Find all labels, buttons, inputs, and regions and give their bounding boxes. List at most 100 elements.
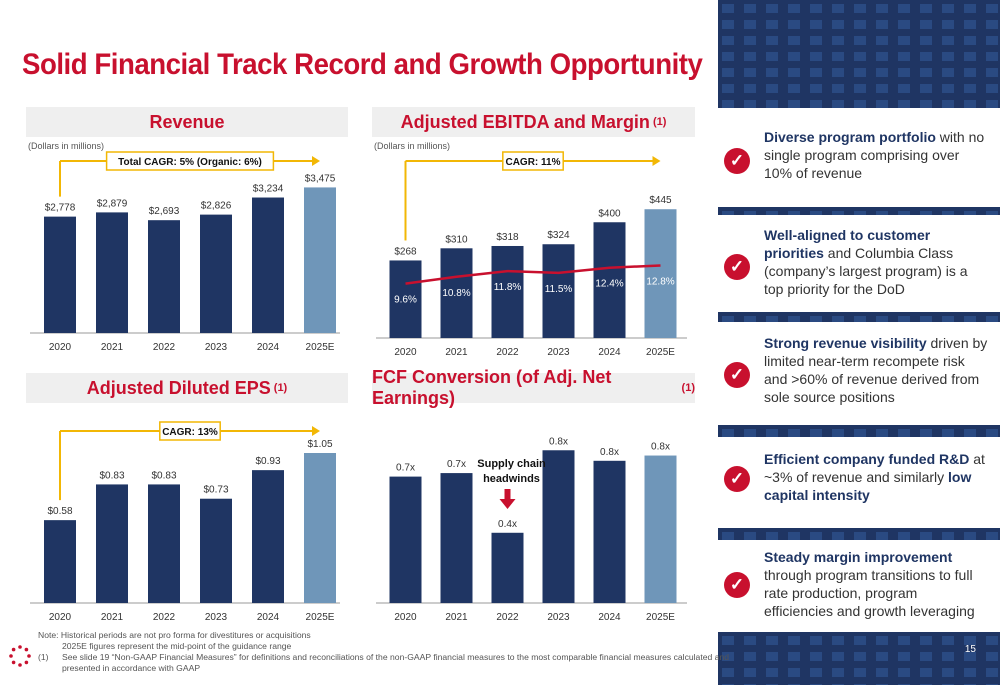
skyline-window — [986, 68, 998, 77]
bar-label: $0.83 — [99, 470, 124, 481]
skyline-window — [964, 668, 976, 677]
down-arrow-icon — [499, 499, 516, 509]
x-tick-label: 2022 — [153, 612, 176, 623]
checkmark-icon: ✓ — [724, 466, 750, 492]
skyline-window — [722, 316, 734, 322]
skyline-window — [766, 316, 778, 322]
skyline-window — [920, 100, 932, 108]
bullet-margin: ✓ Steady margin improvement through prog… — [718, 542, 1000, 630]
skyline-window — [942, 20, 954, 29]
footnotes: Note: Historical periods are not pro for… — [38, 630, 729, 674]
skyline-window — [876, 211, 888, 215]
skyline-window — [898, 84, 910, 93]
skyline-window — [832, 36, 844, 45]
skyline-window — [920, 668, 932, 677]
page-title: Solid Financial Track Record and Growth … — [22, 48, 703, 81]
checkmark-icon: ✓ — [724, 572, 750, 598]
note-line-4: presented in accordance with GAAP — [62, 663, 201, 673]
ebitda-heading: Adjusted EBITDA and Margin (1) — [372, 107, 695, 137]
skyline-window — [986, 211, 998, 215]
bar-2022 — [491, 245, 524, 338]
skyline-window — [744, 668, 756, 677]
skyline-window — [876, 636, 888, 645]
bar-2024 — [252, 470, 284, 603]
skyline-window — [722, 429, 734, 437]
skyline-window — [832, 52, 844, 61]
skyline-window — [920, 20, 932, 29]
skyline-window — [854, 316, 866, 322]
skyline-window — [854, 36, 866, 45]
skyline-window — [920, 532, 932, 540]
revenue-heading-text: Revenue — [149, 111, 225, 132]
divider-band-2 — [718, 312, 1000, 322]
x-tick-label: 2023 — [547, 347, 570, 358]
checkmark-icon: ✓ — [724, 362, 750, 388]
skyline-window — [744, 636, 756, 645]
bar-label: 0.8x — [549, 436, 568, 447]
x-tick-label: 2022 — [496, 347, 519, 358]
skyline-window — [964, 84, 976, 93]
skyline-window — [832, 532, 844, 540]
eps-chart: $0.58 2020 $0.83 2021 $0.83 2022 $0.73 2023 $0.9… — [30, 421, 340, 623]
bar-label: $0.58 — [47, 506, 72, 517]
skyline-window — [920, 68, 932, 77]
cagr-box — [159, 421, 221, 441]
x-tick-label: 2025E — [306, 612, 335, 623]
cagr-arrowhead — [652, 156, 661, 166]
fcf-footnote-ref: (1) — [681, 382, 695, 394]
skyline-window — [986, 532, 998, 540]
bar-2020 — [389, 476, 422, 603]
x-tick-label: 2024 — [598, 347, 621, 358]
skyline-window — [766, 636, 778, 645]
skyline-window — [876, 84, 888, 93]
x-tick-label: 2022 — [153, 342, 176, 353]
skyline-window — [942, 68, 954, 77]
skyline-window — [766, 532, 778, 540]
skyline-window — [898, 52, 910, 61]
skyline-window — [788, 100, 800, 108]
skyline-window — [744, 68, 756, 77]
x-tick-label: 2022 — [496, 612, 519, 623]
skyline-window — [788, 84, 800, 93]
skyline-window — [766, 652, 778, 661]
ebitda-footnote-ref: (1) — [652, 116, 667, 128]
skyline-window — [722, 68, 734, 77]
checkmark-icon: ✓ — [724, 148, 750, 174]
bar-label: $2,826 — [201, 201, 232, 212]
skyline-window — [854, 532, 866, 540]
skyline-window — [744, 652, 756, 661]
skyline-window — [986, 429, 998, 437]
skyline-window — [722, 652, 734, 661]
x-tick-label: 2024 — [257, 612, 280, 623]
skyline-window — [942, 211, 954, 215]
x-tick-label: 2021 — [445, 347, 468, 358]
x-tick-label: 2023 — [205, 342, 228, 353]
skyline-window — [898, 4, 910, 13]
bullet-visibility: ✓ Strong revenue visibility driven by li… — [718, 324, 1000, 422]
bullet-bold: Steady margin improvement — [764, 549, 953, 565]
skyline-window — [788, 652, 800, 661]
skyline-window — [942, 36, 954, 45]
bar-2022 — [148, 484, 180, 603]
skyline-window — [854, 668, 866, 677]
x-tick-label: 2020 — [394, 612, 417, 623]
skyline-window — [722, 36, 734, 45]
skyline-window — [766, 668, 778, 677]
bullet-bold-2: low capital intensity — [764, 469, 972, 503]
bullet-text: and Columbia Class (company’s largest pr… — [764, 245, 968, 297]
skyline-window — [964, 316, 976, 322]
x-tick-label: 2021 — [101, 342, 124, 353]
note-line-1: Note: Historical periods are not pro for… — [38, 630, 311, 640]
bar-label: $0.93 — [255, 456, 280, 467]
skyline-window — [722, 636, 734, 645]
skyline-window — [898, 668, 910, 677]
skyline-window — [810, 100, 822, 108]
skyline-window — [788, 211, 800, 215]
skyline-window — [832, 316, 844, 322]
skyline-window — [854, 52, 866, 61]
skyline-window — [898, 20, 910, 29]
divider-band-1 — [718, 207, 1000, 215]
cagr-label: CAGR: 13% — [162, 427, 218, 438]
skyline-window — [832, 100, 844, 108]
skyline-window — [876, 68, 888, 77]
